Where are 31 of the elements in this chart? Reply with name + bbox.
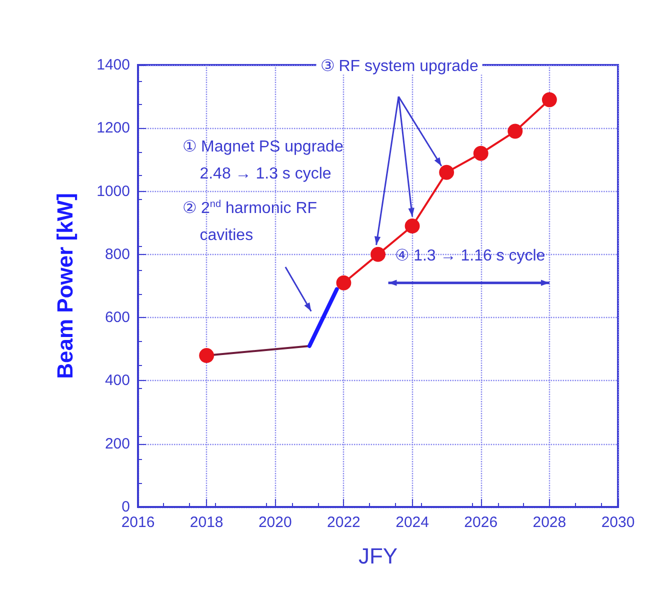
y-tick-label: 400 [104,372,130,390]
point [370,246,386,262]
annotation: cavities [200,226,254,244]
point [508,124,523,139]
annotation: ① Magnet PS upgrade [182,138,344,156]
point [473,146,488,161]
y-axis-title: Beam Power [kW] [52,193,78,379]
y-tick-label: 0 [122,498,130,516]
annotation: ③ RF system upgrade [320,58,478,76]
x-tick-label: 2024 [396,514,429,531]
x-tick-label: 2018 [190,514,224,531]
point [199,348,214,363]
annotation: ④ 1.3 → 1.16 s cycle [395,248,546,265]
y-tick-label: 1400 [96,56,130,74]
y-tick-label: 600 [104,309,130,326]
x-axis-title: JFY [358,544,398,568]
x-tick-label: 2022 [327,514,360,531]
point [336,275,352,290]
x-tick-label: 2026 [464,514,498,531]
x-tick-label: 2016 [121,514,155,531]
y-tick-label: 1200 [96,120,130,137]
x-tick-label: 2028 [532,514,566,531]
y-tick-label: 200 [104,435,130,452]
y-tick-label: 800 [104,246,130,263]
x-tick-label: 2030 [601,514,635,531]
y-tick-label: 1000 [96,182,130,200]
point [404,218,420,234]
annotation: 2.48 → 1.3 s cycle [200,165,332,182]
point [439,164,454,180]
x-tick-label: 2020 [258,514,292,531]
point [542,92,557,108]
